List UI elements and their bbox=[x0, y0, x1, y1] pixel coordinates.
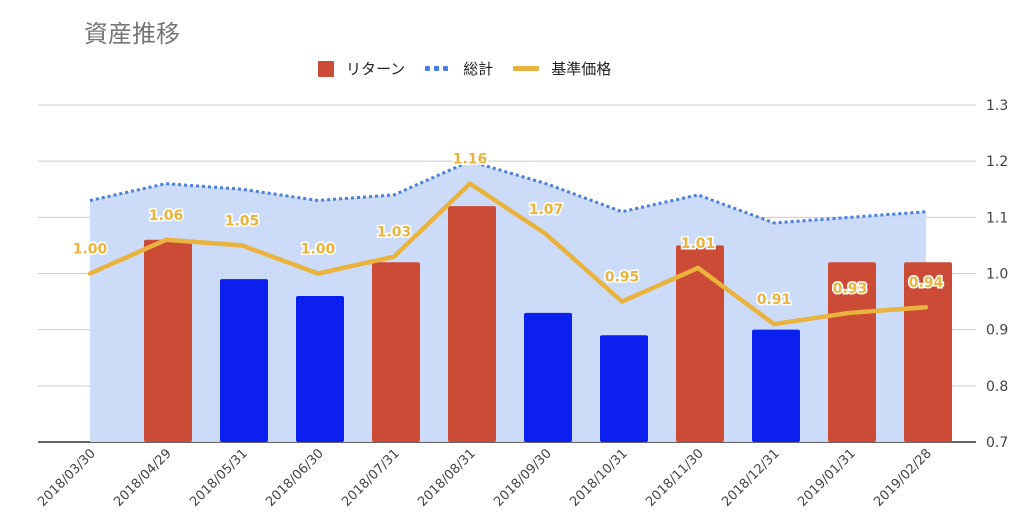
nav-data-label: 1.01 bbox=[681, 236, 716, 252]
total-line[interactable] bbox=[89, 159, 927, 225]
legend-swatch-total bbox=[425, 66, 453, 71]
y-tick-label: 0.8 bbox=[986, 379, 1008, 395]
x-tick-label: 2019/02/28 bbox=[871, 446, 935, 510]
y-tick-label: 1.2 bbox=[986, 154, 1008, 170]
y-tick-label: 1.1 bbox=[986, 210, 1008, 226]
nav-line[interactable] bbox=[87, 181, 929, 327]
return-bar[interactable] bbox=[600, 335, 648, 442]
x-tick-label: 2019/01/31 bbox=[795, 446, 859, 510]
bars-layer bbox=[144, 206, 952, 442]
x-ticks-layer: 2018/03/30 2018/04/29 2018/05/31 2018/06/30… bbox=[35, 446, 935, 510]
nav-data-label: 1.07 bbox=[529, 202, 564, 218]
y-tick-label: 0.7 bbox=[986, 435, 1008, 451]
y-tick-label: 0.9 bbox=[986, 323, 1008, 339]
return-bar[interactable] bbox=[144, 239, 192, 442]
nav-data-label: 0.94 bbox=[909, 275, 944, 291]
x-tick-label: 2018/03/30 bbox=[35, 446, 99, 510]
nav-data-label: 1.00 bbox=[73, 242, 108, 258]
x-tick-label: 2018/07/31 bbox=[339, 446, 403, 510]
legend-label-return: リターン bbox=[346, 60, 406, 78]
nav-line-layer bbox=[87, 181, 929, 327]
x-tick-label: 2018/10/31 bbox=[567, 446, 631, 510]
x-tick-label: 2018/08/31 bbox=[415, 446, 479, 510]
return-bar[interactable] bbox=[220, 279, 268, 442]
x-tick-label: 2018/11/30 bbox=[643, 446, 707, 510]
nav-data-label: 0.93 bbox=[833, 281, 868, 297]
legend-item-return[interactable]: リターン bbox=[318, 58, 405, 79]
legend-item-total[interactable]: 総計 bbox=[425, 58, 493, 79]
x-tick-label: 2018/05/31 bbox=[187, 446, 251, 510]
return-bar[interactable] bbox=[524, 312, 572, 442]
total-line-layer bbox=[89, 159, 927, 225]
nav-data-label: 1.16 bbox=[453, 152, 488, 168]
nav-data-label: 1.06 bbox=[149, 208, 184, 224]
legend-label-total: 総計 bbox=[463, 60, 494, 78]
y-ticks-layer: 0.7 0.8 0.9 1.0 1.1 1.2 1.3 bbox=[986, 98, 1008, 451]
return-bar[interactable] bbox=[676, 245, 724, 442]
legend-item-nav[interactable]: 基準価格 bbox=[513, 58, 611, 79]
return-bar[interactable] bbox=[828, 262, 876, 442]
data-labels-layer: 1.00 1.06 1.05 1.00 1.03 1.16 1.07 0.95 1.01 0.91… bbox=[71, 150, 945, 309]
x-tick-label: 2018/06/30 bbox=[263, 446, 327, 510]
nav-data-label: 1.00 bbox=[301, 242, 336, 258]
x-tick-label: 2018/12/31 bbox=[719, 446, 783, 510]
nav-data-label: 0.95 bbox=[605, 270, 640, 286]
y-tick-label: 1.3 bbox=[986, 98, 1008, 114]
total-area-layer bbox=[90, 161, 926, 442]
nav-data-label: 1.03 bbox=[377, 225, 412, 241]
legend-label-nav: 基準価格 bbox=[551, 60, 612, 78]
legend-swatch-nav bbox=[513, 66, 540, 71]
return-bar[interactable] bbox=[448, 206, 496, 442]
legend: リターン 総計 基準価格 bbox=[318, 58, 631, 79]
return-bar[interactable] bbox=[372, 262, 420, 442]
total-area bbox=[90, 161, 926, 442]
y-tick-label: 1.0 bbox=[986, 267, 1008, 283]
nav-data-label: 1.05 bbox=[225, 213, 260, 229]
x-tick-label: 2018/04/29 bbox=[111, 446, 175, 510]
x-tick-label: 2018/09/30 bbox=[491, 446, 555, 510]
return-bar[interactable] bbox=[752, 329, 800, 442]
nav-data-label: 0.91 bbox=[757, 292, 792, 308]
chart-title: 資産推移 bbox=[84, 20, 180, 48]
legend-swatch-return bbox=[318, 60, 334, 77]
return-bar[interactable] bbox=[296, 295, 344, 442]
